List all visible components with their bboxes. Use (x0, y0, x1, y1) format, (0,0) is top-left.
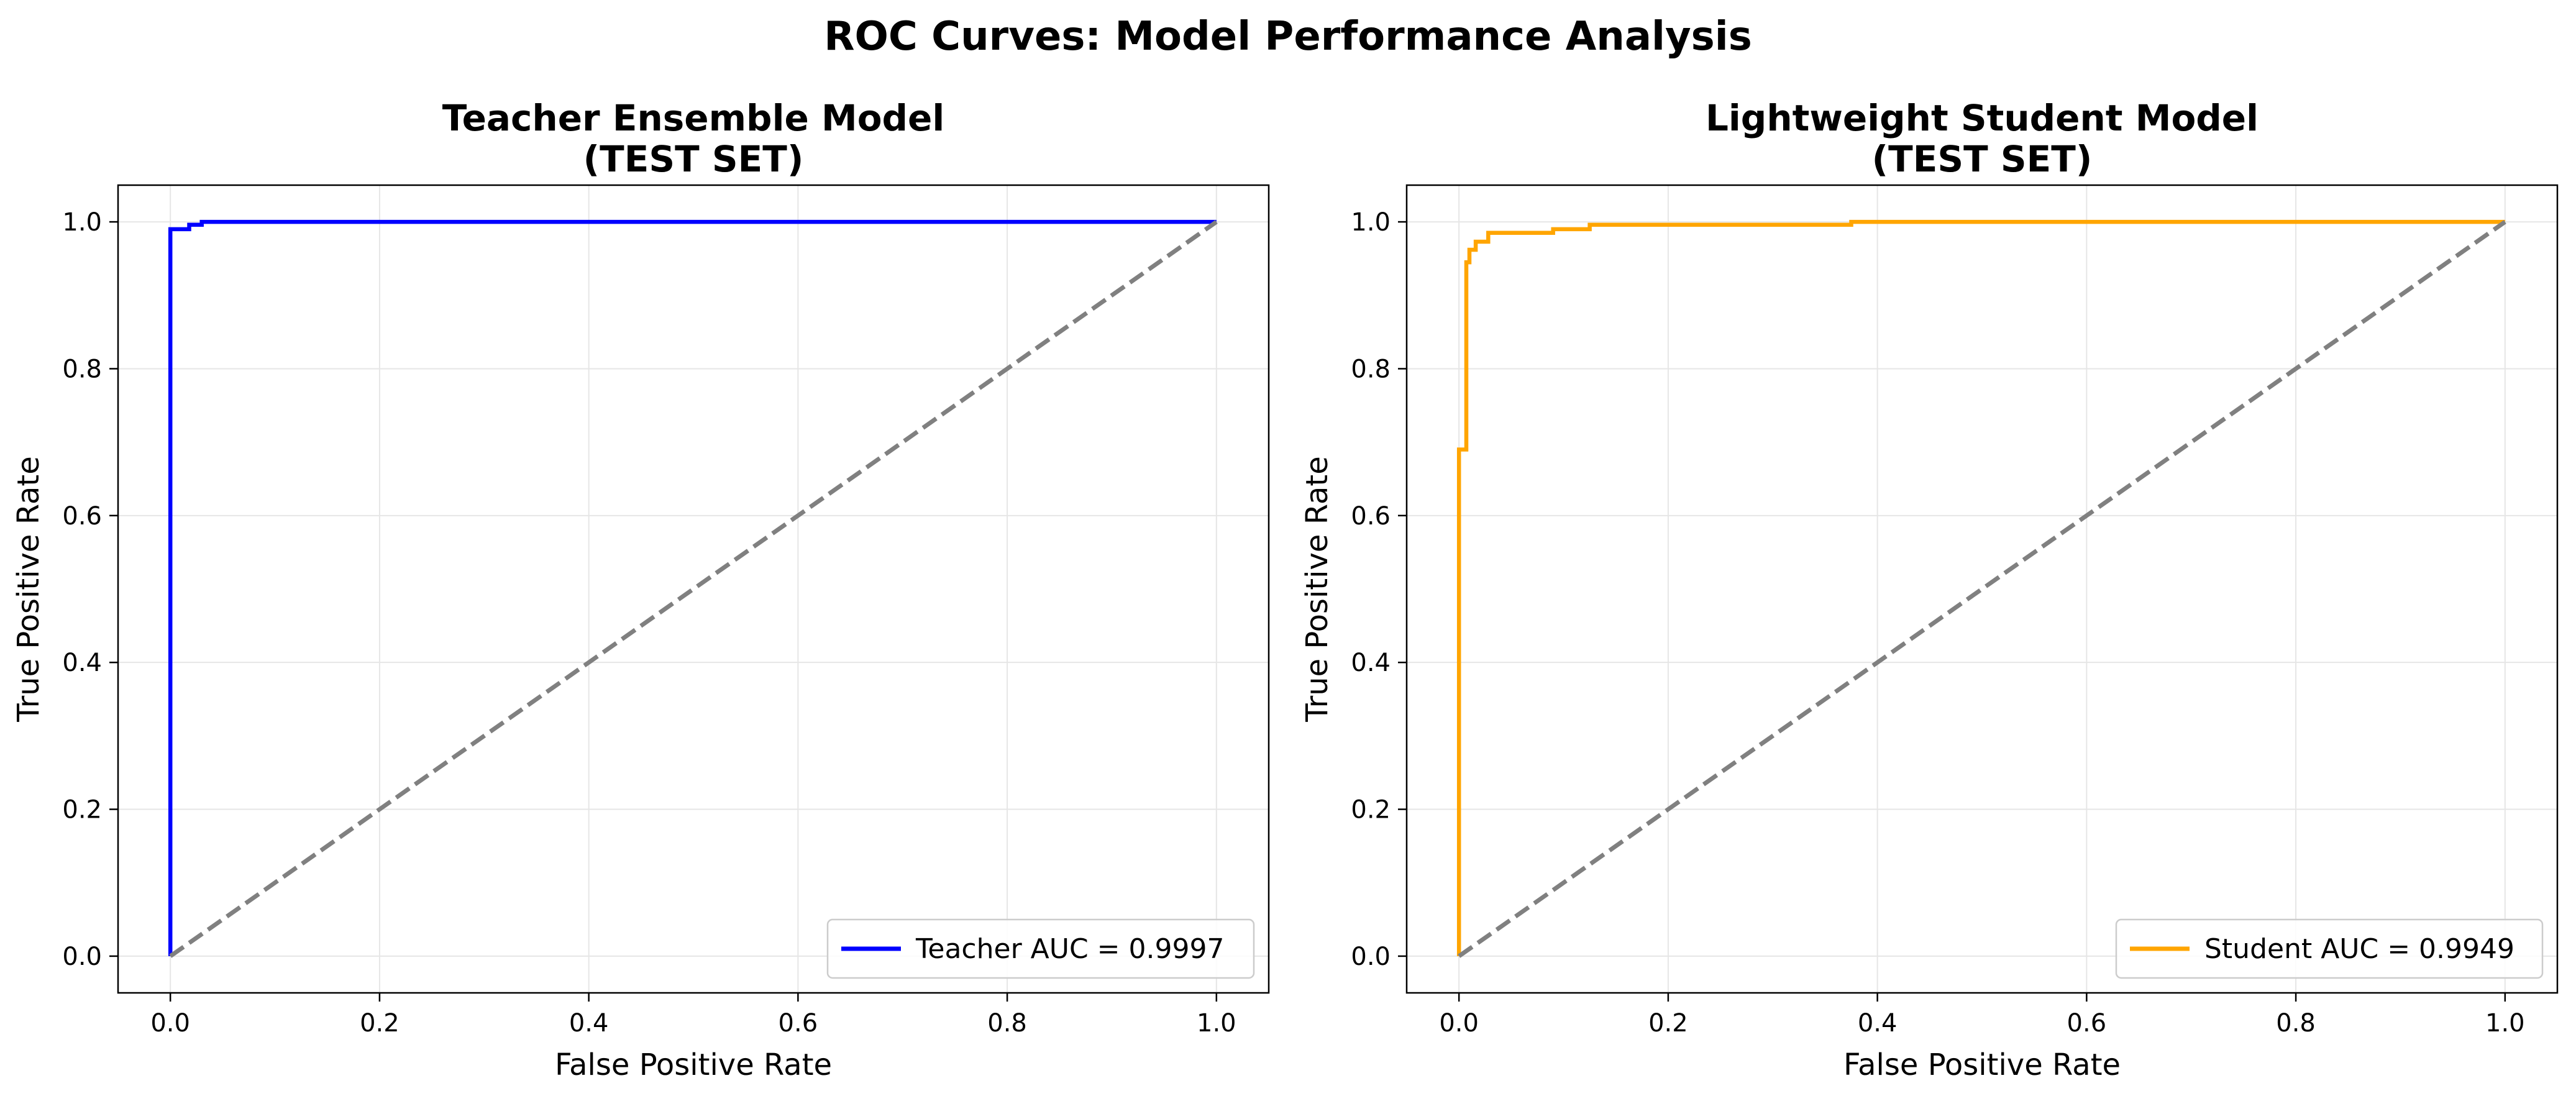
panel-title-subline: (TEST SET) (1872, 138, 2093, 180)
random-chance-line (1458, 220, 2506, 958)
x-tick-label: 1.0 (1197, 1009, 1236, 1038)
y-tick-label: 1.0 (1351, 208, 1391, 237)
x-tick-label: 0.6 (2067, 1009, 2107, 1038)
x-tick-label: 0.4 (569, 1009, 609, 1038)
y-tick-label: 0.8 (62, 355, 102, 383)
legend-box (826, 918, 1255, 979)
panel-title: Lightweight Student Model (TEST SET) (1706, 97, 2259, 180)
y-tick-label: 0.2 (1351, 796, 1391, 824)
student-roc-panel: 0.0 0.2 0.4 0.6 0.8 1.0 0.0 0.2 0.4 0.6 0.8 1.0 Fals… (1300, 97, 2559, 1082)
x-tick-label: 0.4 (1858, 1009, 1898, 1038)
axes-frame (117, 184, 1270, 994)
legend: Student AUC = 0.9949 (2115, 918, 2544, 979)
panel-title-line: Teacher Ensemble Model (442, 97, 945, 139)
roc-curve-line (1456, 219, 2505, 956)
y-tick-label: 0.0 (1351, 943, 1391, 971)
panel-title: Teacher Ensemble Model (TEST SET) (442, 97, 945, 180)
legend-label: Teacher AUC = 0.9997 (915, 933, 1224, 965)
y-tick-label: 0.4 (1351, 649, 1391, 677)
panel-title-subline: (TEST SET) (583, 138, 804, 180)
y-tick-label: 0.6 (1351, 502, 1391, 531)
roc-curve-line (168, 219, 1217, 956)
x-tick-label: 0.6 (779, 1009, 818, 1038)
legend-box (2115, 918, 2544, 979)
random-chance-line (169, 220, 1218, 958)
y-tick-label: 1.0 (62, 208, 102, 237)
y-axis-label: True Positive Rate (1300, 456, 1335, 723)
x-tick-label: 0.2 (360, 1009, 400, 1038)
legend-label: Student AUC = 0.9949 (2204, 933, 2514, 965)
x-tick-label: 0.8 (987, 1009, 1027, 1038)
figure-title: ROC Curves: Model Performance Analysis (824, 14, 1752, 60)
panel-title-line: Lightweight Student Model (1706, 97, 2259, 139)
axes-frame (1405, 184, 2559, 994)
legend: Teacher AUC = 0.9997 (826, 918, 1255, 979)
y-tick-label: 0.0 (62, 943, 102, 971)
x-axis-label: False Positive Rate (555, 1048, 832, 1082)
x-tick-label: 0.8 (2276, 1009, 2316, 1038)
y-axis-label: True Positive Rate (11, 456, 46, 723)
x-tick-label: 0.0 (150, 1009, 190, 1038)
y-tick-label: 0.8 (1351, 355, 1391, 383)
x-axis-label: False Positive Rate (1843, 1048, 2121, 1082)
y-tick-label: 0.4 (62, 649, 102, 677)
x-tick-label: 0.0 (1439, 1009, 1479, 1038)
y-tick-label: 0.6 (62, 502, 102, 531)
x-tick-label: 1.0 (2485, 1009, 2525, 1038)
teacher-roc-panel: 0.0 0.2 0.4 0.6 0.8 1.0 0.0 0.2 0.4 0.6 0.8 1.0 Fals… (11, 97, 1270, 1082)
y-tick-label: 0.2 (62, 796, 102, 824)
x-tick-label: 0.2 (1648, 1009, 1688, 1038)
